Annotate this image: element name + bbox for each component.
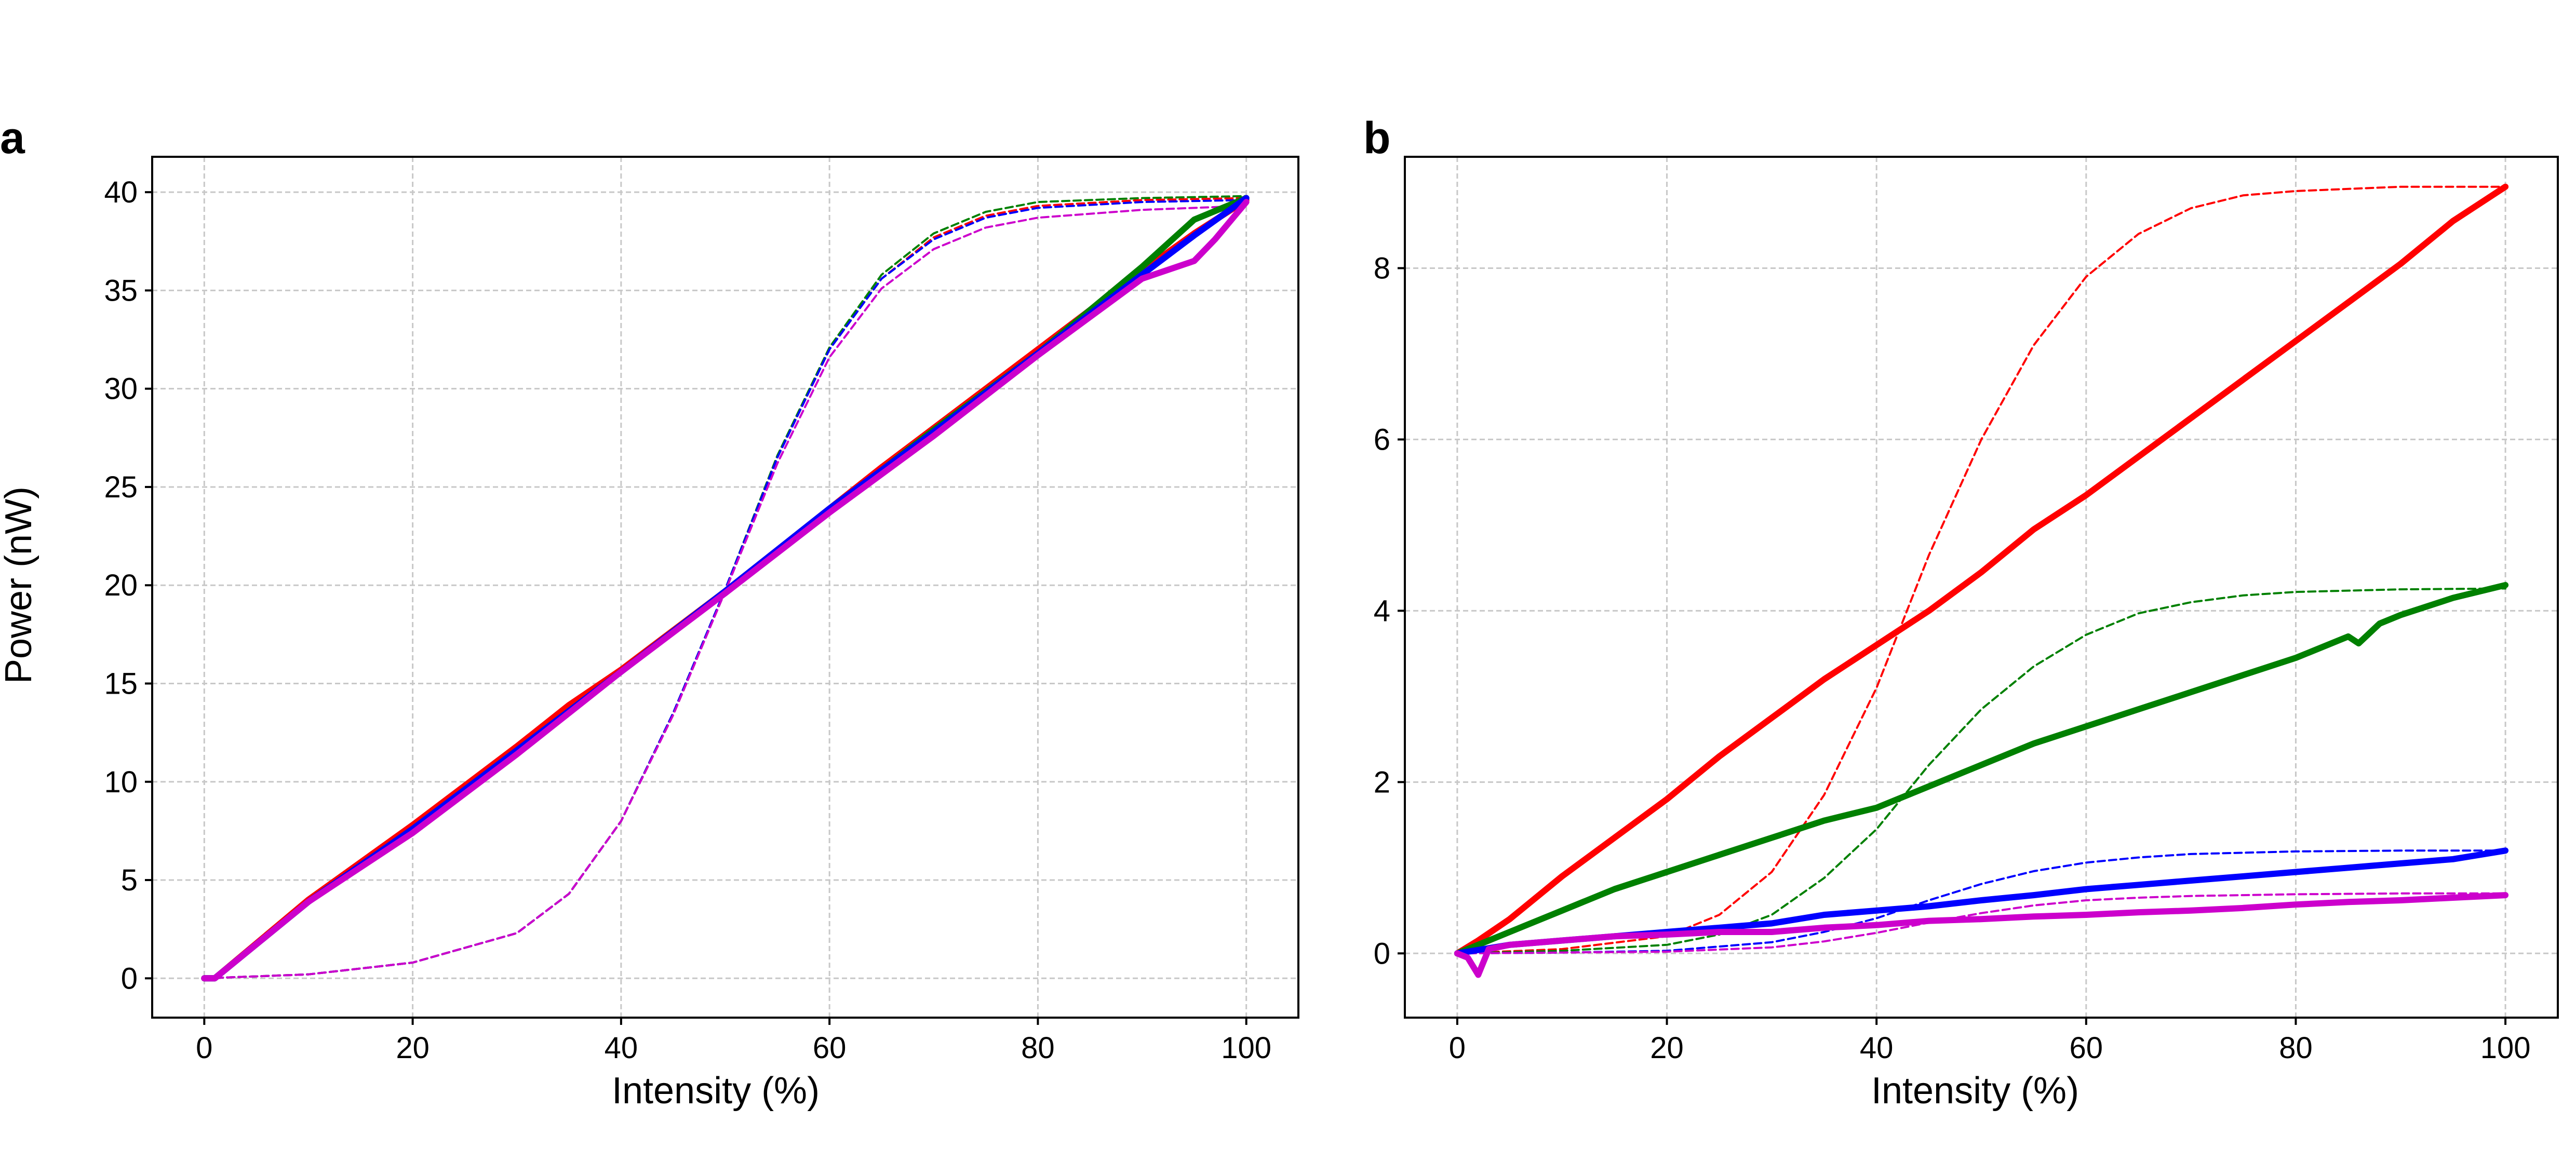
panel-b-ytick-label: 8 <box>1374 251 1390 285</box>
panel-a: a Intensity (%) Power (nW) 0 20 40 60 80 100 0… <box>0 113 1299 1112</box>
panel-b-xtick-label: 20 <box>1650 1031 1684 1065</box>
panel-a-ytick-label: 10 <box>104 765 138 799</box>
panel-b-magenta-fit-line <box>1456 892 2507 955</box>
panel-b-green-data-line <box>1454 582 2509 957</box>
panel-b-ytick-label: 0 <box>1374 937 1390 970</box>
panel-a-label: a <box>0 113 25 163</box>
panel-a-ylabel: Power (nW) <box>0 486 39 684</box>
panel-a-ytick-label: 5 <box>121 863 138 897</box>
panel-b-green-fit-line <box>1456 587 2507 955</box>
panel-b-xlabel: Intensity (%) <box>1871 1070 2079 1112</box>
panel-b-ytick-label: 2 <box>1374 765 1390 799</box>
panel-b-magenta-data-line <box>1454 892 2509 978</box>
panel-b: b Intensity (%) 0 20 40 60 80 100 0 2 4 6 8 <box>1363 113 2559 1112</box>
panel-b-xtick-label: 100 <box>2480 1031 2531 1065</box>
panel-b-plot-frame <box>1404 156 2559 1019</box>
panel-a-plot-frame <box>151 156 1299 1019</box>
panel-b-red-data-line <box>1454 183 2509 957</box>
panel-a-xtick-label: 0 <box>196 1031 212 1065</box>
panel-b-ytick-label: 4 <box>1374 594 1390 628</box>
panel-b-ytick-label: 6 <box>1374 423 1390 456</box>
panel-b-red-fit-line <box>1456 185 2507 955</box>
panel-a-ytick-label: 15 <box>104 667 138 700</box>
panel-a-xtick-label: 100 <box>1221 1031 1271 1065</box>
panel-b-xtick-label: 0 <box>1449 1031 1466 1065</box>
panel-b-xtick-label: 80 <box>2279 1031 2313 1065</box>
panel-a-xtick-label: 20 <box>396 1031 430 1065</box>
panel-b-label: b <box>1363 113 1391 163</box>
panel-a-ytick-label: 20 <box>104 569 138 602</box>
panel-a-xtick-label: 40 <box>605 1031 638 1065</box>
panel-b-xtick-label: 60 <box>2070 1031 2103 1065</box>
panel-a-magenta-data-line <box>201 199 1250 982</box>
panel-a-ytick-label: 0 <box>121 962 138 995</box>
panel-a-xlabel: Intensity (%) <box>612 1070 820 1112</box>
panel-a-xtick-label: 60 <box>813 1031 847 1065</box>
panel-a-ytick-label: 40 <box>104 175 138 209</box>
panel-b-xtick-label: 40 <box>1860 1031 1894 1065</box>
panel-a-ytick-label: 30 <box>104 372 138 406</box>
panel-a-ytick-label: 25 <box>104 470 138 504</box>
panel-a-magenta-fit-line <box>203 205 1247 980</box>
panel-b-blue-fit-line <box>1456 849 2507 955</box>
panel-a-ytick-label: 35 <box>104 274 138 307</box>
panel-a-xtick-label: 80 <box>1021 1031 1055 1065</box>
